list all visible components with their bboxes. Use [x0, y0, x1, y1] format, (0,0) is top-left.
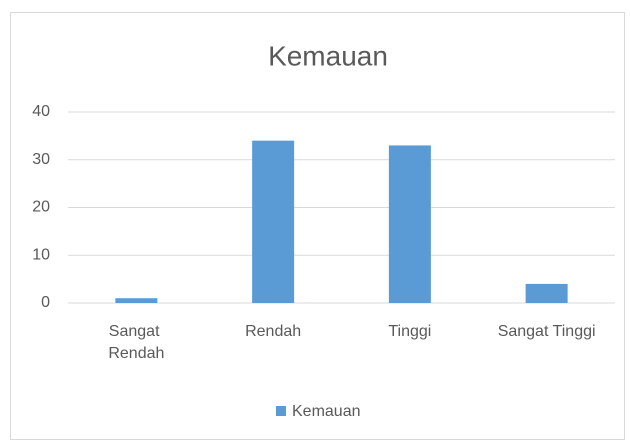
y-tick-label: 40 — [32, 103, 50, 120]
chart-title: Kemauan — [268, 40, 388, 71]
y-tick-label: 0 — [41, 294, 50, 311]
bar — [252, 140, 295, 303]
y-tick-label: 30 — [32, 151, 50, 168]
bar — [115, 298, 158, 303]
chart-border — [10, 12, 625, 440]
bar — [388, 145, 431, 303]
y-tick-label: 10 — [32, 246, 50, 263]
x-tick-label: Tinggi — [388, 323, 431, 340]
legend-swatch — [276, 406, 286, 416]
bar — [525, 283, 568, 303]
x-tick-label: Sangat Tinggi — [498, 323, 596, 340]
y-tick-label: 20 — [32, 199, 50, 216]
x-tick-label: Sangat Rendah — [108, 323, 164, 362]
x-tick-label: Rendah — [245, 323, 301, 340]
legend-label: Kemauan — [292, 403, 361, 420]
